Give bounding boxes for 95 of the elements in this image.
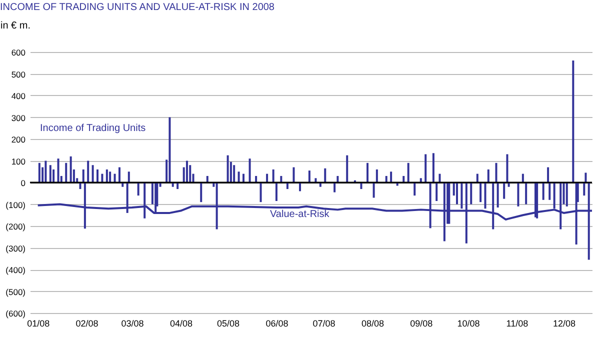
x-tick-label: 02/08 (76, 318, 98, 328)
bar (414, 182, 416, 196)
bar (206, 176, 208, 182)
bar (407, 162, 410, 182)
y-tick-label: (500) (6, 286, 26, 297)
bar (280, 176, 282, 182)
bar (522, 174, 524, 182)
bar (266, 174, 268, 182)
bar (324, 168, 326, 182)
bar (572, 60, 574, 182)
bar (65, 162, 68, 182)
bar (525, 182, 528, 204)
bar (38, 162, 40, 182)
bar (238, 172, 240, 182)
bar (495, 162, 498, 182)
bar (114, 174, 116, 182)
y-tick-label: 300 (11, 112, 26, 123)
bar (372, 182, 375, 198)
bar (487, 169, 490, 182)
bar (70, 156, 72, 182)
y-tick-label: 600 (11, 48, 26, 58)
x-tick-label: 07/08 (312, 318, 336, 328)
bar (233, 165, 236, 182)
bar (436, 182, 438, 201)
bar (57, 158, 60, 182)
bar (424, 154, 427, 182)
x-tick-label: 09/08 (410, 318, 433, 328)
y-tick-label: (400) (6, 265, 26, 275)
x-tick-label: 03/08 (121, 318, 144, 328)
bar (470, 182, 472, 204)
bar (189, 165, 192, 182)
y-tick-label: 100 (11, 156, 26, 166)
bar (366, 162, 369, 182)
y-tick-label: 400 (11, 91, 26, 101)
bar (376, 169, 378, 182)
bar (503, 182, 506, 199)
bar (517, 182, 520, 206)
bar (168, 117, 171, 182)
y-axis-title: in € m. (0, 20, 31, 32)
y-tick-label: (600) (6, 308, 26, 318)
bar (49, 165, 52, 182)
bar (292, 167, 295, 182)
x-tick-label: 01/08 (27, 318, 50, 328)
bar (255, 176, 258, 182)
bar (385, 176, 388, 182)
x-tick-label: 12/08 (552, 318, 576, 328)
y-tick-label: 0 (20, 178, 26, 188)
bar (248, 158, 251, 182)
bar (480, 182, 482, 202)
y-tick-label: (300) (6, 243, 26, 254)
bar (336, 176, 339, 182)
bar (137, 182, 140, 196)
bar (272, 169, 274, 182)
x-tick-label: 06/08 (266, 318, 288, 328)
bar (308, 170, 310, 182)
x-tick-label: 11/08 (506, 318, 528, 328)
bar (438, 174, 441, 182)
text: Income of Trading Units (40, 123, 146, 134)
bar (118, 167, 120, 182)
bar (275, 182, 278, 201)
bar (346, 155, 348, 182)
x-tick-label: 04/08 (170, 318, 192, 328)
bar (542, 182, 544, 200)
bar (96, 169, 99, 182)
bar (109, 172, 112, 182)
bar (476, 174, 478, 182)
y-tick-label: (100) (6, 200, 26, 210)
bar (226, 155, 229, 182)
y-tick-label: 500 (11, 69, 26, 80)
bar (260, 182, 262, 202)
chart-title: INCOME OF TRADING UNITS AND VALUE-AT-RISK IN 2008 (0, 2, 275, 13)
bar (87, 160, 90, 182)
bar (106, 169, 108, 182)
x-tick-label: 05/08 (217, 318, 240, 328)
bar (334, 182, 336, 192)
y-tick-label: 200 (11, 134, 26, 144)
bar (200, 182, 202, 202)
bar (92, 165, 94, 182)
x-tick-label: 08/08 (361, 318, 384, 328)
bar (402, 176, 405, 182)
bar (52, 169, 55, 182)
bar (101, 174, 104, 182)
bar (432, 153, 434, 182)
bar (44, 160, 47, 182)
bar (506, 154, 508, 182)
bar (566, 182, 568, 206)
bar (456, 182, 458, 204)
bar (186, 160, 188, 182)
bar (496, 182, 499, 208)
bar (390, 172, 392, 182)
bar (484, 182, 486, 209)
bar (242, 174, 244, 182)
series-label: Value-at-Risk (270, 209, 330, 220)
y-tick-label: (200) (6, 222, 26, 232)
x-tick-label: 10/08 (457, 318, 480, 328)
